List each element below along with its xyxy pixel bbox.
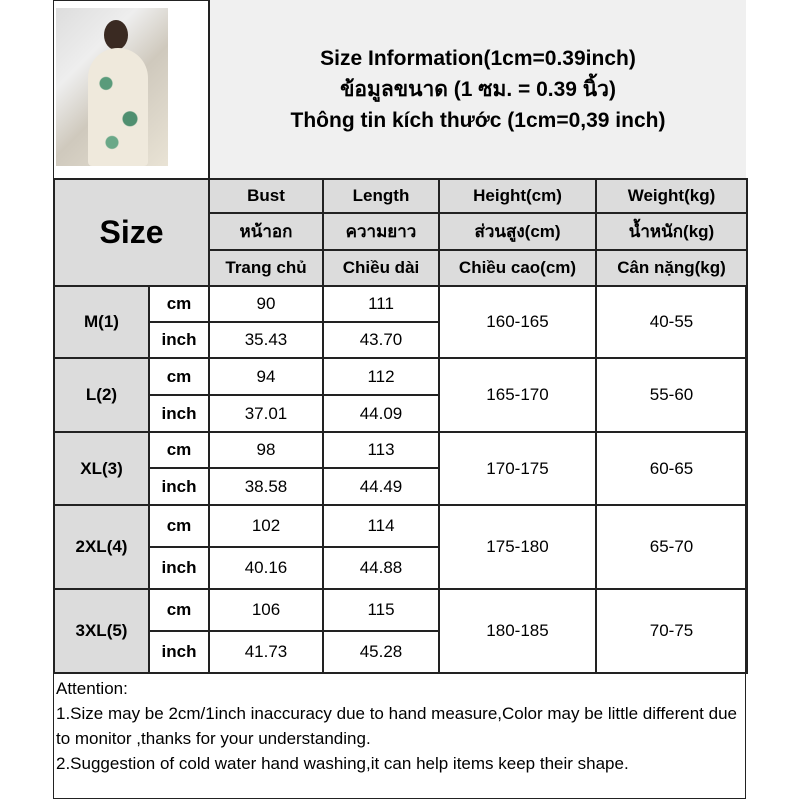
- bust-cm: 102: [208, 504, 324, 548]
- col-length-th: ความยาว: [322, 212, 440, 251]
- length-cm: 114: [322, 504, 440, 548]
- bust-cm: 94: [208, 357, 324, 396]
- bust-inch: 40.16: [208, 546, 324, 590]
- bust-inch: 37.01: [208, 394, 324, 433]
- weight-range: 70-75: [595, 588, 748, 674]
- col-length-en: Length: [322, 178, 440, 214]
- length-cm: 111: [322, 285, 440, 323]
- col-weight-th: น้ำหนัก(kg): [595, 212, 748, 251]
- bust-cm: 90: [208, 285, 324, 323]
- size-cell: XL(3): [53, 431, 150, 506]
- col-height-th: ส่วนสูง(cm): [438, 212, 597, 251]
- col-weight-vi: Cân nặng(kg): [595, 249, 748, 287]
- attention-line-1: 1.Size may be 2cm/1inch inaccuracy due t…: [56, 704, 737, 748]
- table-row: XL(3) cm 98 113 170-175 60-65: [53, 431, 748, 506]
- height-range: 170-175: [438, 431, 597, 506]
- col-height-en: Height(cm): [438, 178, 597, 214]
- bust-inch: 38.58: [208, 467, 324, 506]
- col-bust-en: Bust: [208, 178, 324, 214]
- unit-inch: inch: [148, 321, 210, 359]
- table-row: inch 35.43 43.70: [54, 321, 747, 359]
- weight-range: 65-70: [595, 504, 748, 590]
- col-bust-vi: Trang chủ: [208, 249, 324, 287]
- unit-cm: cm: [148, 588, 210, 632]
- height-range: 165-170: [438, 357, 597, 433]
- col-length-vi: Chiều dài: [322, 249, 440, 287]
- size-header: Size: [53, 178, 210, 287]
- unit-inch: inch: [148, 394, 210, 433]
- weight-range: 60-65: [595, 431, 748, 506]
- length-inch: 44.09: [322, 394, 440, 433]
- weight-range: 55-60: [595, 357, 748, 433]
- height-range: 175-180: [438, 504, 597, 590]
- size-table: Size Bust Length Height(cm) Weight(kg) ห…: [53, 178, 748, 674]
- table-row: inch 41.73 45.28: [54, 630, 747, 674]
- bust-inch: 41.73: [208, 630, 324, 674]
- table-row: M(1) cm 90 111 160-165 40-55: [53, 285, 748, 359]
- size-cell: L(2): [53, 357, 150, 433]
- col-bust-th: หน้าอก: [208, 212, 324, 251]
- height-range: 160-165: [438, 285, 597, 359]
- product-photo: [56, 8, 168, 166]
- col-weight-en: Weight(kg): [595, 178, 748, 214]
- bust-cm: 106: [208, 588, 324, 632]
- title-english: Size Information(1cm=0.39inch): [320, 46, 636, 70]
- size-info-title: Size Information(1cm=0.39inch) ข้อมูลขนา…: [208, 0, 746, 178]
- table-row: inch 40.16 44.88: [54, 546, 747, 590]
- table-row: 3XL(5) cm 106 115 180-185 70-75: [53, 588, 748, 674]
- length-cm: 112: [322, 357, 440, 396]
- size-cell: M(1): [53, 285, 150, 359]
- attention-notes: Attention: 1.Size may be 2cm/1inch inacc…: [56, 676, 742, 776]
- unit-inch: inch: [148, 467, 210, 506]
- length-inch: 43.70: [322, 321, 440, 359]
- length-inch: 44.88: [322, 546, 440, 590]
- table-row: inch 38.58 44.49: [54, 467, 747, 506]
- bust-inch: 35.43: [208, 321, 324, 359]
- col-height-vi: Chiều cao(cm): [438, 249, 597, 287]
- title-thai: ข้อมูลขนาด (1 ซม. = 0.39 นิ้ว): [340, 77, 616, 101]
- length-inch: 44.49: [322, 467, 440, 506]
- unit-inch: inch: [148, 546, 210, 590]
- length-inch: 45.28: [322, 630, 440, 674]
- title-vietnamese: Thông tin kích thước (1cm=0,39 inch): [290, 108, 666, 132]
- weight-range: 40-55: [595, 285, 748, 359]
- size-cell: 2XL(4): [53, 504, 150, 590]
- length-cm: 115: [322, 588, 440, 632]
- unit-cm: cm: [148, 357, 210, 396]
- bust-cm: 98: [208, 431, 324, 469]
- attention-heading: Attention:: [56, 679, 128, 698]
- table-row: L(2) cm 94 112 165-170 55-60: [53, 357, 748, 433]
- attention-line-2: 2.Suggestion of cold water hand washing,…: [56, 754, 629, 773]
- length-cm: 113: [322, 431, 440, 469]
- unit-cm: cm: [148, 431, 210, 469]
- table-row: 2XL(4) cm 102 114 175-180 65-70: [53, 504, 748, 590]
- unit-cm: cm: [148, 285, 210, 323]
- size-cell: 3XL(5): [53, 588, 150, 674]
- unit-cm: cm: [148, 504, 210, 548]
- unit-inch: inch: [148, 630, 210, 674]
- height-range: 180-185: [438, 588, 597, 674]
- table-row: inch 37.01 44.09: [54, 394, 747, 433]
